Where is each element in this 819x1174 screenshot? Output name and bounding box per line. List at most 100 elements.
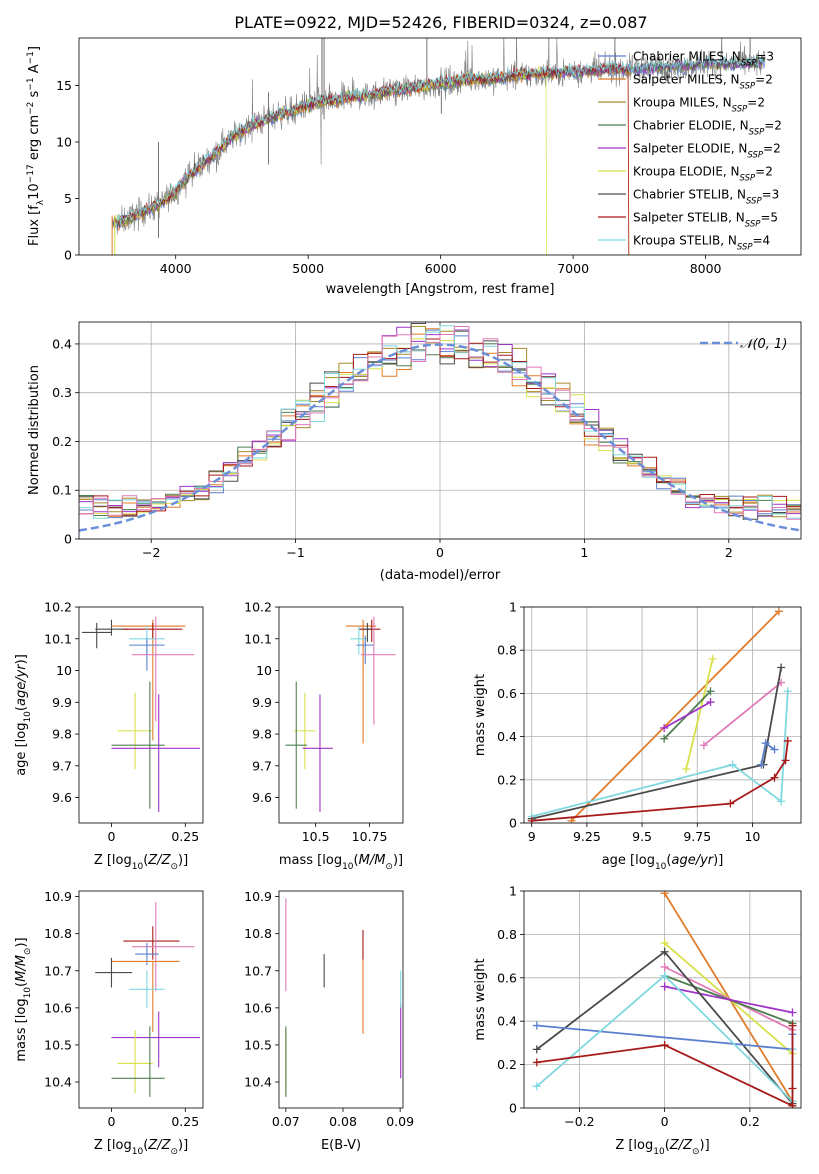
panel-residuals: −2 −1 0 1 2 0 0.1 0.2 0.3 0.4 𝒩(0, 1) (data-model)/…	[27, 321, 802, 583]
y-tick-label: 10.2	[44, 600, 72, 615]
errorbar-point	[117, 692, 153, 769]
weight-line-pink	[664, 966, 793, 1031]
errorbar-point	[360, 616, 396, 725]
errorbar-point	[132, 616, 195, 722]
errorbar-point	[111, 1011, 201, 1068]
weight-marker	[532, 1021, 541, 1030]
y-tick-label: 0.1	[52, 483, 72, 498]
errorbar-point	[285, 681, 308, 809]
x-tick-label: 0.2	[740, 1114, 760, 1129]
errorbar-point	[111, 619, 186, 741]
y-tick-label: 9.7	[252, 758, 272, 773]
legend-entry: Chabrier MILES, NSSP=3	[633, 50, 774, 69]
x-axis-label: Z [log10(Z/Z⊙)]	[94, 1138, 188, 1157]
errorbar-point	[95, 957, 133, 988]
weight-marker	[532, 1082, 541, 1091]
weight-line-salpeter-elodie	[664, 985, 793, 1014]
x-tick-label: 0.25	[171, 829, 199, 844]
panel-mass_vs_ebv: 0.07 0.08 0.09 10.4 10.5 10.6 10.7 10.8 10.9 E(B-…	[244, 889, 414, 1153]
y-tick-label: 5	[64, 191, 72, 206]
figure-title: PLATE=0922, MJD=52426, FIBERID=0324, z=0…	[234, 13, 647, 32]
y-tick-label: 0.4	[497, 729, 517, 744]
errorbar-point	[111, 681, 165, 809]
weight-marker	[660, 971, 669, 980]
x-axis-label: Z [log10(Z/Z⊙)]	[94, 853, 188, 872]
x-tick-label: 10.5	[302, 829, 330, 844]
y-tick-label: 0	[509, 816, 517, 831]
weight-marker	[783, 736, 792, 745]
y-tick-label: 0.3	[52, 385, 72, 400]
y-tick-label: 10	[56, 134, 72, 149]
weight-marker	[726, 799, 735, 808]
x-tick-label: 0.07	[272, 1114, 300, 1129]
weight-marker	[774, 607, 783, 616]
y-tick-label: 0	[509, 1101, 517, 1116]
y-tick-label: 10.8	[44, 926, 72, 941]
x-tick-label: 0	[107, 1114, 115, 1129]
weight-marker	[682, 765, 691, 773]
weight-marker	[660, 962, 669, 971]
axes-frame	[278, 606, 404, 824]
plot-area	[532, 891, 797, 1108]
legend-entry: Salpeter MILES, NSSP=2	[633, 73, 773, 92]
errorbar-point	[363, 622, 372, 642]
weight-marker	[527, 816, 536, 823]
panel-age_vs_mass: 10.5 10.75 9.6 9.7 9.8 9.9 10 10.1 10.2 mass [log…	[244, 600, 404, 872]
y-axis-label: mass [log10(M/M⊙)]	[14, 937, 33, 1061]
weight-marker	[770, 745, 779, 754]
y-tick-label: 0.4	[497, 1014, 517, 1029]
x-tick-label: −0.2	[564, 1114, 594, 1129]
legend-entry: Kroupa MILES, NSSP=2	[633, 96, 765, 115]
x-tick-label: 10	[744, 829, 760, 844]
x-tick-label: −1	[286, 545, 304, 560]
gaussian-curve	[79, 343, 801, 532]
y-tick-label: 10.1	[244, 631, 272, 646]
panel-weight_vs_Z: −0.2 0 0.2 0 0.2 0.4 0.6 0.8 1 Z [log10(Z/Z⊙)] mas…	[473, 884, 802, 1157]
y-tick-label: 9.8	[252, 727, 272, 742]
y-tick-label: 9.8	[52, 727, 72, 742]
y-tick-label: 0	[64, 532, 72, 547]
weight-marker	[532, 1045, 541, 1054]
y-axis-label: mass weight	[473, 958, 488, 1040]
weight-marker	[777, 797, 786, 806]
legend-entry: Salpeter ELODIE, NSSP=2	[633, 142, 781, 161]
y-axis-label: Normed distribution	[27, 365, 42, 495]
weight-line-kroupa-elodie	[685, 658, 714, 770]
y-tick-label: 0.8	[497, 643, 517, 658]
y-tick-label: 10.6	[44, 1000, 72, 1015]
y-tick-label: 1	[509, 600, 517, 615]
y-tick-label: 0.4	[52, 336, 72, 351]
x-axis-label: mass [log10(M/M⊙)]	[279, 853, 403, 872]
weight-marker	[660, 891, 669, 898]
x-tick-label: −2	[142, 545, 160, 560]
y-tick-label: 10.9	[244, 889, 272, 904]
weight-marker	[788, 1008, 797, 1017]
weight-marker	[788, 1084, 797, 1093]
weight-marker	[699, 741, 708, 750]
weight-marker	[660, 734, 669, 743]
legend-entry: Kroupa STELIB, NSSP=4	[633, 234, 770, 253]
x-tick-label: 0	[107, 829, 115, 844]
errorbar-point	[111, 960, 180, 1032]
legend-entry: Salpeter STELIB, NSSP=5	[633, 211, 778, 230]
x-tick-label: 0.08	[329, 1114, 357, 1129]
weight-marker	[660, 1041, 669, 1050]
plot-area	[111, 38, 766, 255]
legend-entry: Chabrier ELODIE, NSSP=2	[633, 119, 782, 138]
x-axis-label: Z [log10(Z/Z⊙)]	[615, 1138, 709, 1157]
axes-frame	[78, 606, 204, 824]
y-tick-label: 0.2	[52, 434, 72, 449]
y-tick-label: 0.2	[497, 772, 517, 787]
errorbar-point	[132, 902, 195, 992]
errorbar-point	[95, 619, 128, 636]
plot-area	[95, 902, 201, 1097]
x-tick-label: 2	[725, 545, 733, 560]
x-tick-label: 1	[580, 545, 588, 560]
errorbar-point	[111, 694, 201, 812]
x-tick-label: 8000	[690, 261, 722, 276]
x-axis-label: (data-model)/error	[380, 568, 501, 583]
errorbar-point	[350, 626, 368, 655]
errorbar-point	[345, 619, 377, 744]
histogram-pink	[79, 326, 801, 520]
legend-entry: Chabrier STELIB, NSSP=3	[633, 188, 779, 207]
